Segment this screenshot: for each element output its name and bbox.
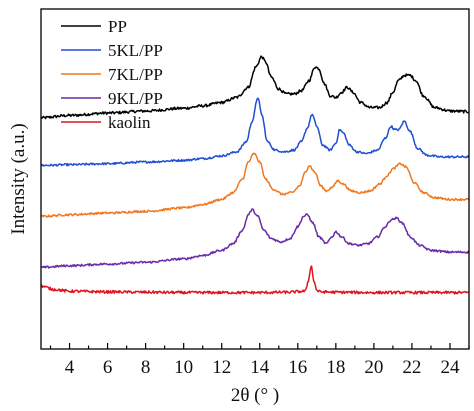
x-axis-label: 2θ (° ) <box>231 385 279 406</box>
x-tick-label: 20 <box>364 357 383 378</box>
x-tick-label: 12 <box>212 357 231 378</box>
x-tick-label: 14 <box>250 357 270 378</box>
x-tick-label: 24 <box>440 357 460 378</box>
x-tick-label: 18 <box>326 357 345 378</box>
series-line-7kl-pp <box>40 152 470 218</box>
x-tick-label: 8 <box>141 357 151 378</box>
legend: PP 5KL/PP 7KL/PP 9KL/PP kaolin <box>61 17 163 132</box>
legend-label: PP <box>108 17 127 36</box>
legend-label: 9KL/PP <box>108 89 163 108</box>
x-tick-label: 4 <box>65 357 75 378</box>
series-group <box>40 55 470 295</box>
series-line-pp <box>40 55 470 120</box>
legend-label: 5KL/PP <box>108 41 163 60</box>
x-tick-label: 10 <box>174 357 193 378</box>
x-ticks: 4 6 8 10 12 14 16 18 20 22 24 <box>49 343 470 378</box>
series-line-kaolin <box>40 265 470 295</box>
x-tick-label: 6 <box>103 357 113 378</box>
y-axis-label: Intensity (a.u.) <box>8 123 29 234</box>
series-line-5kl-pp <box>40 97 470 167</box>
legend-label: kaolin <box>108 113 151 132</box>
x-tick-label: 22 <box>402 357 421 378</box>
legend-label: 7KL/PP <box>108 65 163 84</box>
plot-frame <box>40 8 470 350</box>
x-tick-label: 16 <box>288 357 307 378</box>
series-line-9kl-pp <box>40 208 470 269</box>
